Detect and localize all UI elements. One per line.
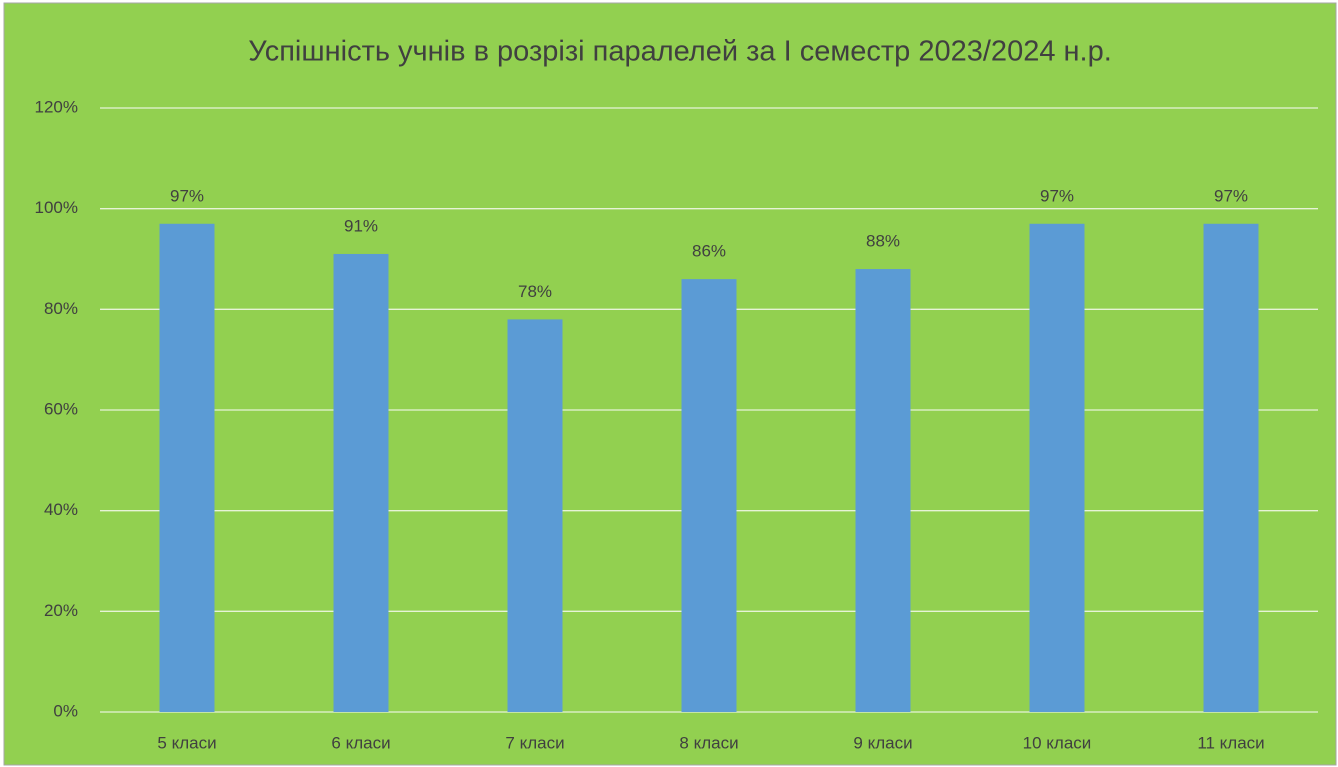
bar (507, 319, 563, 712)
bar (1203, 223, 1259, 712)
chart-background (3, 2, 1337, 766)
y-tick-label: 40% (44, 500, 78, 519)
x-tick-label: 9 класи (853, 733, 912, 752)
data-label: 86% (692, 242, 726, 261)
bar (1029, 223, 1085, 712)
bar (855, 269, 911, 712)
bar (681, 279, 737, 712)
data-label: 88% (866, 232, 900, 251)
y-tick-label: 100% (35, 198, 78, 217)
x-tick-label: 7 класи (505, 733, 564, 752)
bar (159, 223, 215, 712)
y-tick-label: 60% (44, 399, 78, 418)
data-label: 91% (344, 216, 378, 235)
x-tick-label: 8 класи (679, 733, 738, 752)
bar (333, 253, 389, 712)
data-label: 97% (1214, 186, 1248, 205)
y-tick-label: 80% (44, 299, 78, 318)
y-tick-label: 20% (44, 601, 78, 620)
x-tick-label: 11 класи (1197, 733, 1264, 752)
x-tick-label: 10 класи (1023, 733, 1092, 752)
x-tick-label: 6 класи (331, 733, 390, 752)
data-label: 78% (518, 282, 552, 301)
data-label: 97% (170, 186, 204, 205)
y-tick-label: 0% (53, 701, 78, 720)
data-label: 97% (1040, 186, 1074, 205)
chart-title: Успішність учнів в розрізі паралелей за … (248, 36, 1112, 68)
y-tick-label: 120% (35, 97, 78, 116)
x-tick-label: 5 класи (157, 733, 216, 752)
